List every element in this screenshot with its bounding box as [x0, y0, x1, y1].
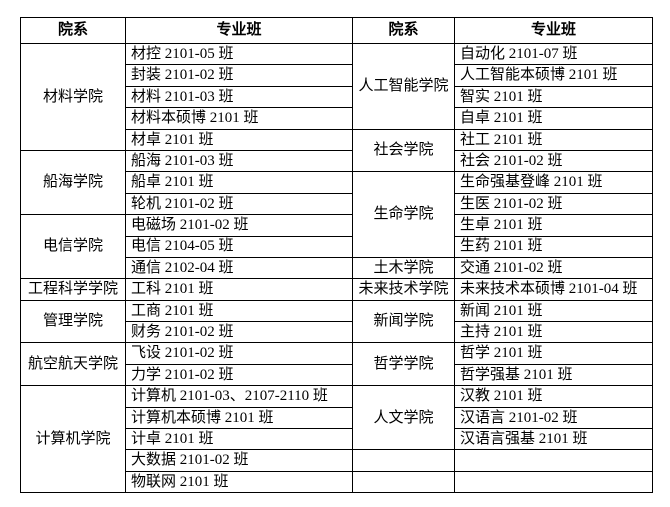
table-row: 财务 2101-02 班 主持 2101 班 — [21, 321, 653, 344]
right-department-cell: 人工智能学院 — [352, 43, 455, 130]
right-class-cell: 自动化 2101-07 班 — [454, 42, 653, 66]
right-class-cell: 生卓 2101 班 — [454, 214, 653, 237]
right-class-cell: 生医 2101-02 班 — [454, 192, 653, 216]
header-row: 院系 专业班 院系 专业班 — [20, 17, 653, 44]
table-row: 船卓 2101 班生命学院 生命强基登峰 2101 班 — [21, 171, 653, 258]
right-class-cell: 汉语言 2101-02 班 — [454, 406, 653, 430]
left-class-cell: 财务 2101-02 班 — [125, 321, 353, 344]
table-row: 计算机学院 计算机 2101-03、2107-2110 班人文学院 汉教 2101 … — [20, 385, 653, 494]
table-row: 工程科学学院 工科 2101 班未来技术学院 未来技术本硕博 2101-04 班 — [20, 278, 653, 301]
right-class-cell: 社工 2101 班 — [454, 128, 653, 151]
left-class-cell: 电信 2104-05 班 — [125, 235, 353, 258]
header-class-left: 专业班 — [125, 17, 353, 44]
header-class-right: 专业班 — [454, 17, 653, 44]
left-department-cell: 材料学院 — [20, 43, 126, 151]
left-class-cell: 飞设 2101-02 班 — [125, 342, 353, 365]
left-department-cell: 管理学院 — [20, 299, 126, 344]
left-class-cell: 计卓 2101 班 — [125, 428, 353, 451]
left-class-cell: 力学 2101-02 班 — [125, 363, 353, 387]
left-class-cell: 计算机 2101-03、2107-2110 班 — [125, 385, 353, 408]
left-class-cell: 轮机 2101-02 班 — [125, 192, 353, 216]
table-row: 材卓 2101 班社会学院 社工 2101 班 — [21, 128, 653, 173]
right-class-cell: 主持 2101 班 — [454, 321, 653, 344]
table-row: 计卓 2101 班 汉语言强基 2101 班 — [21, 428, 653, 451]
header-department-right: 院系 — [352, 17, 455, 44]
left-department-cell: 电信学院 — [20, 214, 126, 280]
table-row: 计算机本硕博 2101 班 汉语言 2101-02 班 — [21, 406, 653, 430]
left-class-cell: 工商 2101 班 — [125, 299, 353, 323]
right-class-cell — [454, 470, 653, 494]
right-department-cell: 哲学学院 — [352, 342, 455, 387]
left-class-cell: 电磁场 2101-02 班 — [125, 214, 353, 237]
right-class-cell: 哲学强基 2101 班 — [454, 363, 653, 387]
table-row: 封装 2101-02 班 人工智能本硕博 2101 班 — [21, 64, 653, 87]
left-class-cell: 船海 2101-03 班 — [125, 149, 353, 173]
table-row: 电信 2104-05 班 生药 2101 班 — [21, 235, 653, 258]
table-row: 轮机 2101-02 班 生医 2101-02 班 — [21, 192, 653, 216]
right-class-cell: 未来技术本硕博 2101-04 班 — [454, 278, 653, 301]
right-department-cell — [352, 470, 455, 494]
right-department-cell: 未来技术学院 — [352, 278, 455, 301]
right-class-cell: 自卓 2101 班 — [454, 107, 653, 130]
left-class-cell: 材控 2101-05 班 — [125, 42, 353, 66]
right-class-cell — [454, 449, 653, 472]
left-class-cell: 大数据 2101-02 班 — [125, 449, 353, 472]
table-row: 电信学院 电磁场 2101-02 班 生卓 2101 班 — [20, 214, 653, 280]
left-class-cell: 物联网 2101 班 — [125, 470, 353, 494]
right-class-cell: 哲学 2101 班 — [454, 342, 653, 365]
table-row: 通信 2102-04 班土木学院 交通 2101-02 班 — [21, 256, 653, 280]
table-row: 管理学院 工商 2101 班新闻学院 新闻 2101 班 — [20, 299, 653, 344]
left-department-cell: 船海学院 — [20, 149, 126, 216]
left-class-cell: 材卓 2101 班 — [125, 128, 353, 151]
left-class-cell: 船卓 2101 班 — [125, 171, 353, 194]
right-class-cell: 人工智能本硕博 2101 班 — [454, 64, 653, 87]
table-row: 材料学院 材控 2101-05 班人工智能学院 自动化 2101-07 班 — [20, 42, 653, 151]
table-row: 材料本硕博 2101 班 自卓 2101 班 — [21, 107, 653, 130]
right-class-cell: 汉教 2101 班 — [454, 385, 653, 408]
left-class-cell: 封装 2101-02 班 — [125, 64, 353, 87]
right-class-cell: 新闻 2101 班 — [454, 299, 653, 323]
table-body: 材料学院 材控 2101-05 班人工智能学院 自动化 2101-07 班封装 21… — [20, 42, 653, 494]
left-class-cell: 材料本硕博 2101 班 — [125, 107, 353, 130]
right-class-cell: 生药 2101 班 — [454, 235, 653, 258]
right-department-cell: 土木学院 — [352, 256, 455, 280]
right-department-cell: 人文学院 — [352, 385, 455, 451]
right-department-cell: 新闻学院 — [352, 299, 455, 344]
right-department-cell: 生命学院 — [352, 171, 455, 258]
table-row: 航空航天学院 飞设 2101-02 班哲学学院 哲学 2101 班 — [20, 342, 653, 387]
department-class-table: 院系 专业班 院系 专业班 材料学院 材控 2101-05 班人工智能学院 自动化 … — [20, 17, 653, 494]
right-class-cell: 生命强基登峰 2101 班 — [454, 171, 653, 194]
right-class-cell: 交通 2101-02 班 — [454, 256, 653, 280]
left-class-cell: 计算机本硕博 2101 班 — [125, 406, 353, 430]
left-department-cell: 计算机学院 — [20, 385, 126, 494]
right-department-cell: 社会学院 — [352, 128, 455, 173]
table-row: 大数据 2101-02 班 — [21, 449, 653, 472]
table-row: 材料 2101-03 班 智实 2101 班 — [21, 85, 653, 109]
right-class-cell: 社会 2101-02 班 — [454, 149, 653, 173]
left-class-cell: 通信 2102-04 班 — [125, 256, 353, 280]
right-department-cell — [352, 449, 455, 472]
right-class-cell: 汉语言强基 2101 班 — [454, 428, 653, 451]
table-row: 物联网 2101 班 — [21, 470, 653, 494]
left-department-cell: 工程科学学院 — [20, 278, 126, 301]
left-class-cell: 材料 2101-03 班 — [125, 85, 353, 109]
right-class-cell: 智实 2101 班 — [454, 85, 653, 109]
table-row: 船海学院 船海 2101-03 班 社会 2101-02 班 — [20, 149, 653, 216]
left-class-cell: 工科 2101 班 — [125, 278, 353, 301]
header-department-left: 院系 — [20, 17, 126, 44]
left-department-cell: 航空航天学院 — [20, 342, 126, 387]
